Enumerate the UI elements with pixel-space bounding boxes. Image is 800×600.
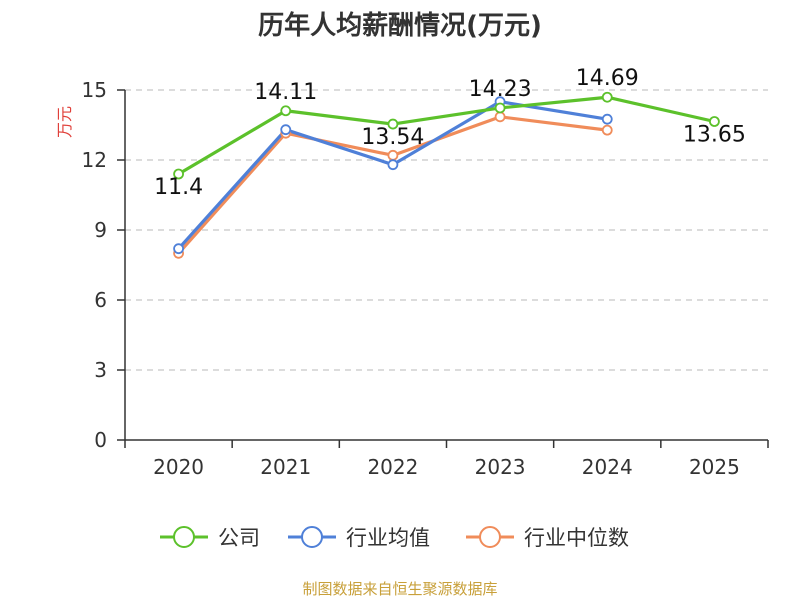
legend-label: 行业中位数	[524, 526, 629, 550]
data-point	[709, 116, 720, 127]
axes	[117, 89, 769, 448]
data-label: 13.65	[683, 123, 746, 148]
data-labels: 11.4 14.11 13.54 14.23 14.69 13.65	[154, 66, 746, 200]
data-point	[387, 149, 399, 161]
y-tick-label: 0	[94, 428, 107, 452]
data-point	[601, 91, 613, 103]
legend-marker	[301, 526, 323, 548]
data-point	[280, 105, 292, 117]
data-label: 11.4	[154, 175, 203, 200]
y-tick-labels: 0 3 6 9 12 15	[82, 78, 107, 452]
series-line	[177, 95, 715, 176]
x-tick-label: 2021	[260, 455, 311, 479]
source-note: 制图数据来自恒生聚源数据库	[302, 580, 497, 598]
data-label: 14.11	[254, 80, 317, 105]
x-tick-label: 2020	[153, 455, 204, 479]
y-tick-label: 3	[94, 358, 107, 382]
legend: 公司 行业均值 行业中位数	[160, 526, 629, 550]
data-point	[173, 243, 184, 255]
data-point	[494, 102, 506, 114]
data-point	[494, 111, 506, 123]
data-point	[601, 113, 613, 125]
data-label: 14.69	[576, 66, 639, 91]
y-tick-label: 6	[94, 288, 107, 312]
data-point	[387, 118, 399, 130]
x-tick-label: 2023	[475, 455, 526, 479]
y-tick-label: 9	[94, 218, 107, 242]
data-point	[387, 159, 399, 171]
y-tick-label: 15	[82, 78, 107, 102]
legend-label: 行业均值	[346, 526, 430, 550]
legend-marker	[173, 526, 195, 548]
y-tick-label: 12	[82, 148, 107, 172]
chart-title: 历年人均薪酬情况(万元)	[258, 10, 542, 41]
grid-lines	[125, 89, 768, 371]
data-point	[173, 168, 184, 180]
x-tick-label: 2024	[582, 455, 633, 479]
x-tick-labels: 2020 2021 2022 2023 2024 2025	[153, 455, 740, 479]
x-tick-label: 2025	[689, 455, 740, 479]
data-label: 14.23	[469, 77, 532, 102]
data-label: 13.54	[361, 125, 424, 150]
legend-marker	[479, 526, 501, 548]
data-point	[280, 124, 292, 136]
legend-label: 公司	[218, 526, 260, 550]
series-points	[173, 91, 720, 259]
x-tick-label: 2022	[367, 455, 418, 479]
y-axis-label: 万元	[55, 106, 74, 138]
data-point	[601, 124, 613, 136]
